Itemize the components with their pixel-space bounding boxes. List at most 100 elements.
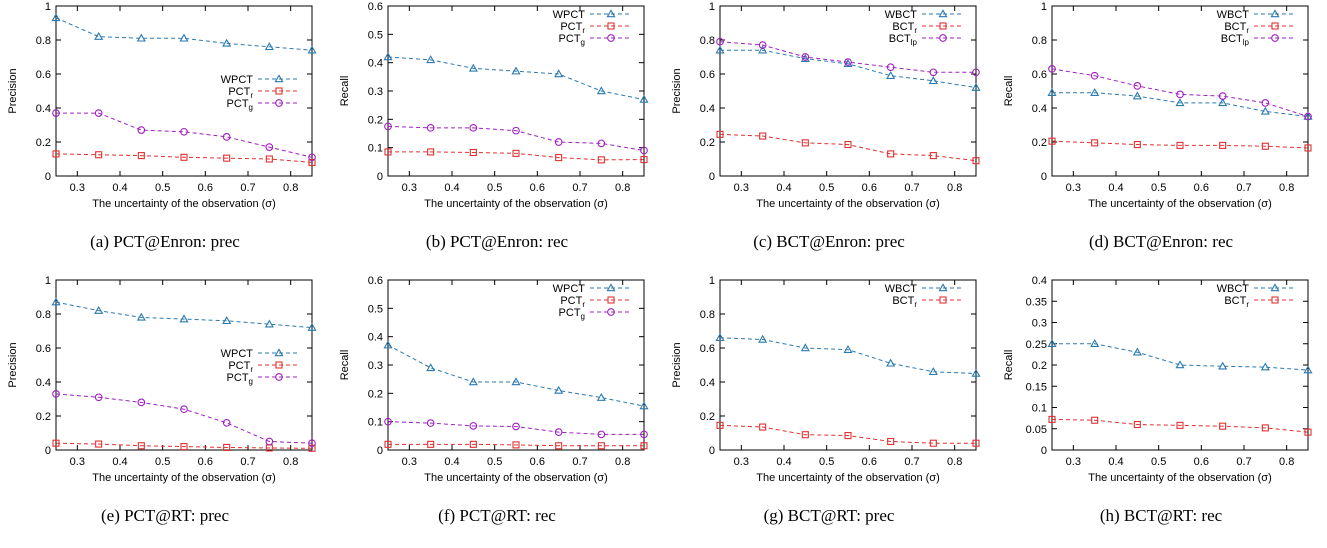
legend-label: BCTr	[1224, 21, 1249, 35]
data-point	[554, 385, 564, 394]
y-axis-title: Precision	[671, 342, 683, 387]
y-tick-label: 0.4	[700, 377, 715, 389]
y-tick-label: 0.4	[368, 332, 383, 344]
data-point	[51, 297, 61, 306]
series-line	[1052, 343, 1309, 371]
y-tick-label: 0.6	[1032, 69, 1047, 81]
x-tick-label: 0.3	[734, 182, 749, 194]
panel-d: 0 0.2 0.4 0.6 0.8 1 0.3 0.4 0.5 0.6 0.7 0.8 The unce…	[996, 0, 1326, 272]
plot-frame	[719, 5, 977, 177]
x-tick-label: 0.4	[444, 182, 459, 194]
data-point	[179, 314, 189, 323]
data-point	[426, 123, 435, 132]
data-point	[1090, 87, 1100, 96]
x-tick-label: 0.3	[70, 456, 85, 468]
data-point	[640, 430, 648, 439]
y-tick-label: 0.6	[700, 343, 715, 355]
data-point	[1048, 415, 1056, 423]
y-tick-label: 0.5	[368, 29, 383, 41]
x-tick-label: 0.4	[112, 182, 127, 194]
data-point	[843, 344, 853, 353]
data-point	[1261, 142, 1269, 150]
x-tick-label: 0.6	[862, 182, 877, 194]
data-point	[512, 149, 520, 157]
y-tick-label: 0.8	[36, 309, 51, 321]
legend-marker	[939, 22, 947, 30]
panel-b: 0 0.1 0.2 0.3 0.4 0.5 0.6 0.3 0.4 0.5 0.6 0.7 0.8 The…	[332, 0, 662, 272]
data-point	[1176, 141, 1184, 149]
caption-a: (a) PCT@Enron: prec	[90, 232, 240, 251]
data-point	[972, 157, 980, 165]
data-point	[1090, 71, 1099, 80]
x-axis-title: The uncertainty of the observation (σ)	[756, 198, 940, 210]
data-point	[222, 38, 232, 47]
caption-d: (d) BCT@Enron: rec	[1088, 232, 1234, 251]
data-point	[1175, 98, 1185, 107]
data-point	[468, 63, 478, 72]
data-point	[137, 398, 146, 407]
x-tick-label: 0.4	[1108, 456, 1123, 468]
data-point	[308, 158, 316, 166]
chart-f: 0 0.1 0.2 0.3 0.4 0.5 0.6 0.3 0.4 0.5 0.6 0.7 0.8 The…	[339, 275, 649, 484]
legend-marker	[275, 87, 283, 95]
data-point	[928, 76, 938, 85]
data-point	[512, 422, 520, 431]
data-point	[1218, 361, 1228, 370]
data-point	[972, 439, 980, 447]
data-point	[640, 442, 648, 450]
legend-marker	[1271, 34, 1279, 42]
legend-marker	[274, 74, 284, 83]
data-point	[427, 148, 435, 156]
series-line	[387, 344, 645, 407]
legend-marker	[607, 34, 615, 42]
y-tick-label: 0.4	[368, 58, 383, 70]
x-tick-label: 0.3	[734, 456, 749, 468]
x-tick-label: 0.5	[819, 456, 834, 468]
legend-label: WBCT	[1217, 283, 1250, 295]
x-tick-label: 0.4	[112, 456, 127, 468]
y-tick-label: 0	[45, 445, 51, 457]
data-point	[427, 440, 435, 448]
x-tick-label: 0.7	[1236, 182, 1251, 194]
x-tick-label: 0.7	[572, 456, 587, 468]
x-tick-label: 0.6	[198, 456, 213, 468]
y-tick-label: 0.2	[1032, 360, 1047, 372]
x-tick-label: 0.8	[1279, 182, 1294, 194]
data-point	[1261, 424, 1269, 432]
y-tick-label: 0.2	[36, 411, 51, 423]
chart-g: 0 0.2 0.4 0.6 0.8 1 0.3 0.4 0.5 0.6 0.7 0.8 The unce…	[671, 275, 981, 484]
legend-label: WBCT	[1217, 9, 1250, 21]
y-tick-label: 0.4	[1032, 275, 1047, 287]
data-point	[468, 377, 478, 386]
legend-marker	[1271, 22, 1279, 30]
data-point	[555, 154, 563, 162]
x-tick-label: 0.7	[904, 456, 919, 468]
data-point	[1218, 98, 1228, 107]
y-axis-title: Recall	[339, 76, 351, 107]
data-point	[758, 45, 768, 54]
data-point	[1219, 422, 1227, 430]
data-point	[971, 368, 981, 377]
data-point	[264, 42, 274, 51]
legend-label: PCTr	[228, 360, 253, 374]
legend-label: BCTr	[892, 295, 917, 309]
data-point	[426, 363, 436, 372]
series-line	[387, 421, 644, 435]
data-point	[1048, 65, 1056, 73]
legend-label: BCTlp	[889, 33, 918, 47]
data-point	[1133, 141, 1141, 149]
data-point	[52, 150, 60, 158]
x-tick-label: 0.4	[776, 456, 791, 468]
data-point	[1047, 87, 1057, 96]
panel-g: 0 0.2 0.4 0.6 0.8 1 0.3 0.4 0.5 0.6 0.7 0.8 The unce…	[664, 274, 994, 546]
chart-h: 0 0.05 0.1 0.15 0.2 0.25 0.3 0.35 0.4 0.3 0.4 0.5 0.…	[1003, 275, 1313, 484]
legend-marker	[606, 283, 616, 292]
legend-marker	[275, 373, 283, 381]
x-tick-label: 0.6	[862, 456, 877, 468]
data-point	[95, 151, 103, 159]
data-point	[384, 417, 392, 426]
panel-h: 0 0.05 0.1 0.15 0.2 0.25 0.3 0.35 0.4 0.3 0.4 0.5 0.…	[996, 274, 1326, 546]
legend-label: PCTr	[560, 295, 585, 309]
x-tick-label: 0.6	[198, 182, 213, 194]
